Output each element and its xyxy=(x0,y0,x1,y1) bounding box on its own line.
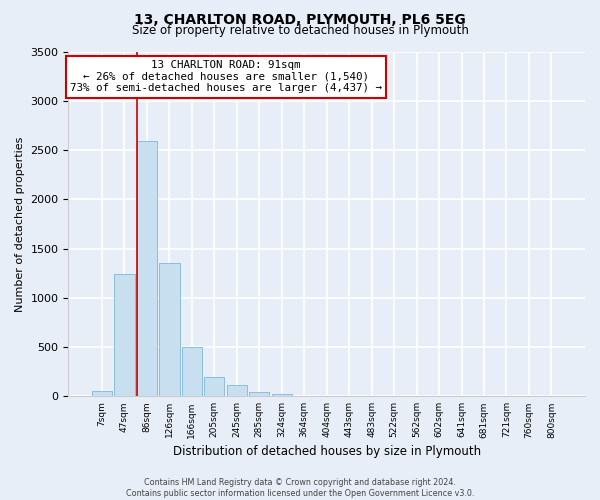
Text: Contains HM Land Registry data © Crown copyright and database right 2024.
Contai: Contains HM Land Registry data © Crown c… xyxy=(126,478,474,498)
Text: Size of property relative to detached houses in Plymouth: Size of property relative to detached ho… xyxy=(131,24,469,37)
Y-axis label: Number of detached properties: Number of detached properties xyxy=(15,136,25,312)
Bar xyxy=(182,347,202,397)
Bar xyxy=(272,394,292,396)
Bar xyxy=(204,376,224,396)
Text: 13 CHARLTON ROAD: 91sqm
← 26% of detached houses are smaller (1,540)
73% of semi: 13 CHARLTON ROAD: 91sqm ← 26% of detache… xyxy=(70,60,382,94)
Text: 13, CHARLTON ROAD, PLYMOUTH, PL6 5EG: 13, CHARLTON ROAD, PLYMOUTH, PL6 5EG xyxy=(134,12,466,26)
Bar xyxy=(92,392,112,396)
Bar xyxy=(159,264,179,396)
Bar xyxy=(227,386,247,396)
Bar xyxy=(249,392,269,396)
Bar xyxy=(115,274,134,396)
X-axis label: Distribution of detached houses by size in Plymouth: Distribution of detached houses by size … xyxy=(173,444,481,458)
Bar xyxy=(137,141,157,397)
